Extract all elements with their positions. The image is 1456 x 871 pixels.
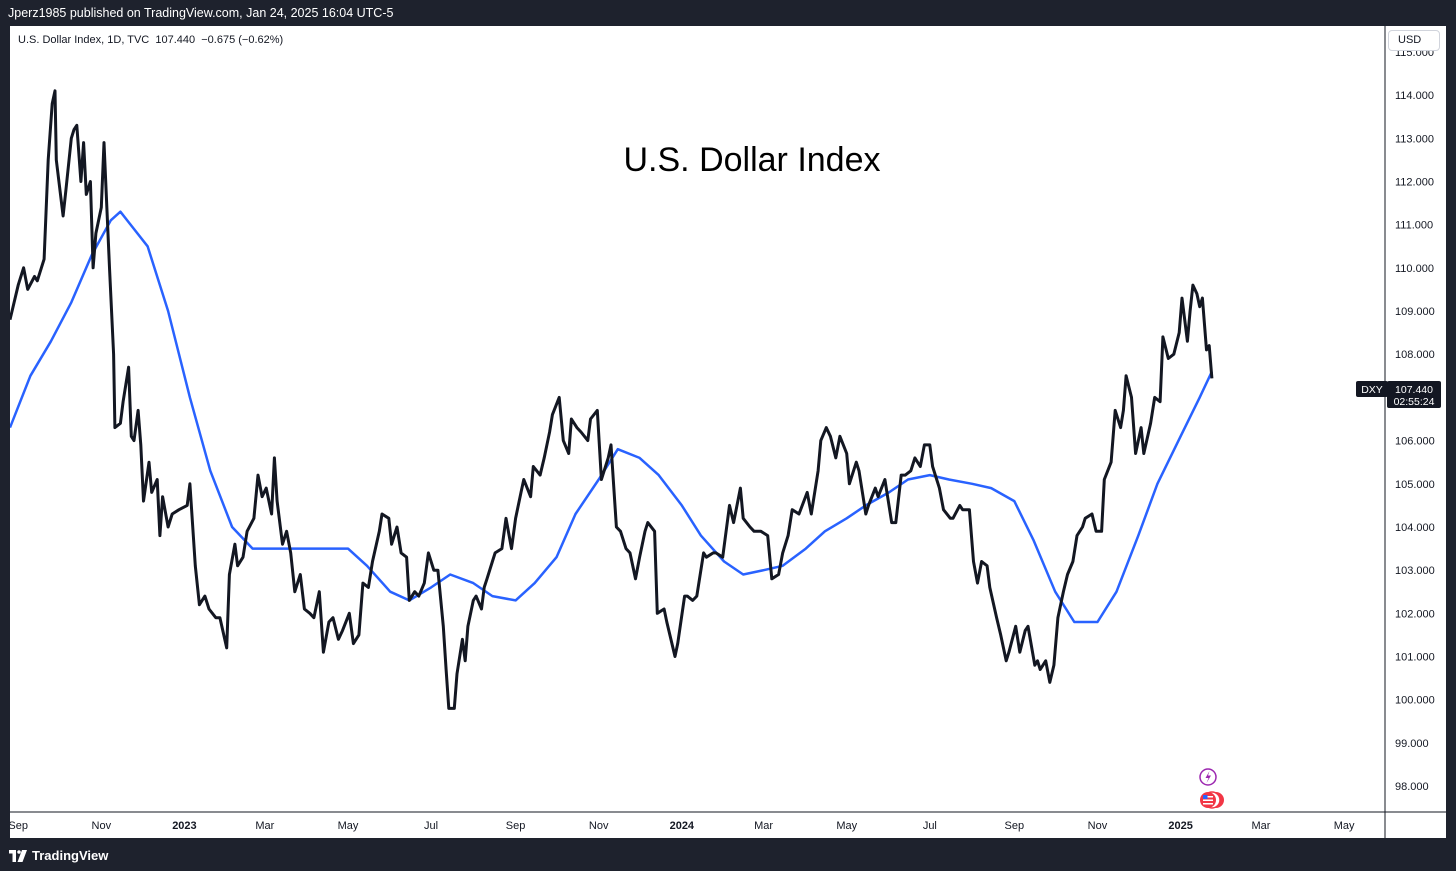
x-tick-label: 2025	[1168, 820, 1192, 832]
price-axis[interactable]: 98.000 99.000 100.000 101.000 102.000 103.000…	[1395, 47, 1435, 793]
chart-svg[interactable]: U.S. Dollar Index 98.000 99.000 100.000 101…	[10, 26, 1446, 838]
x-tick-label: May	[338, 820, 359, 832]
price-change: −0.675 (−0.62%)	[201, 34, 284, 46]
publisher-bar: Jperz1985 published on TradingView.com, …	[0, 0, 1456, 26]
y-tick-label: 98.000	[1395, 781, 1429, 793]
y-tick-label: 104.000	[1395, 522, 1435, 534]
y-tick-label: 110.000	[1395, 263, 1434, 275]
tradingview-logo[interactable]: TradingView	[9, 848, 108, 863]
moving-average-line	[10, 210, 1214, 624]
y-tick-label: 109.000	[1395, 306, 1435, 318]
x-tick-label: May	[836, 820, 857, 832]
time-axis[interactable]: Sep Nov 2023 Mar May Jul Sep Nov 2024 Mar May Jul Se…	[10, 820, 1355, 832]
y-tick-label: 111.000	[1395, 220, 1433, 232]
x-tick-label: Mar	[1252, 820, 1271, 832]
footer-bar: TradingView	[0, 838, 1456, 871]
y-tick-label: 113.000	[1395, 133, 1434, 145]
y-tick-label: 103.000	[1395, 565, 1435, 577]
badge-ticker: DXY	[1361, 384, 1383, 396]
x-tick-label: Mar	[255, 820, 274, 832]
x-tick-label: Sep	[1005, 820, 1025, 832]
x-tick-label: Jul	[923, 820, 937, 832]
y-tick-label: 102.000	[1395, 608, 1435, 620]
last-value: 107.440	[155, 34, 196, 46]
y-tick-label: 112.000	[1395, 176, 1434, 188]
y-tick-label: 105.000	[1395, 479, 1435, 491]
y-tick-label: 101.000	[1395, 652, 1435, 664]
publisher-text: Jperz1985 published on TradingView.com, …	[8, 6, 394, 20]
badge-countdown: 02:55:24	[1394, 396, 1435, 408]
x-tick-label: Sep	[506, 820, 526, 832]
x-tick-label: Nov	[1088, 820, 1108, 832]
x-tick-label: May	[1334, 820, 1355, 832]
brand-name: TradingView	[32, 848, 109, 863]
chart-frame: U.S. Dollar Index 98.000 99.000 100.000 101…	[10, 26, 1446, 838]
symbol-legend: U.S. Dollar Index, 1D, TVC 107.440 −0.67…	[18, 34, 283, 46]
x-tick-label: Nov	[92, 820, 112, 832]
tradingview-icon	[9, 849, 27, 862]
y-tick-label: 114.000	[1395, 90, 1434, 102]
x-tick-label: Nov	[589, 820, 609, 832]
price-badge: DXY 107.440 02:55:24	[1356, 381, 1441, 408]
us-flag-event-icon[interactable]	[1200, 791, 1224, 809]
currency-button[interactable]: USD	[1388, 30, 1440, 51]
symbol-text: U.S. Dollar Index, 1D, TVC	[18, 34, 150, 46]
price-line	[10, 89, 1214, 710]
y-tick-label: 108.000	[1395, 349, 1435, 361]
x-tick-label: Sep	[10, 820, 28, 832]
x-tick-label: 2024	[670, 820, 695, 832]
badge-price: 107.440	[1395, 384, 1433, 396]
lightning-event-icon[interactable]	[1199, 768, 1217, 786]
chart-title: U.S. Dollar Index	[624, 141, 881, 179]
y-tick-label: 99.000	[1395, 738, 1429, 750]
y-tick-label: 100.000	[1395, 695, 1435, 707]
x-tick-label: Jul	[424, 820, 438, 832]
y-tick-label: 106.000	[1395, 436, 1435, 448]
x-tick-label: Mar	[754, 820, 773, 832]
x-tick-label: 2023	[172, 820, 196, 832]
